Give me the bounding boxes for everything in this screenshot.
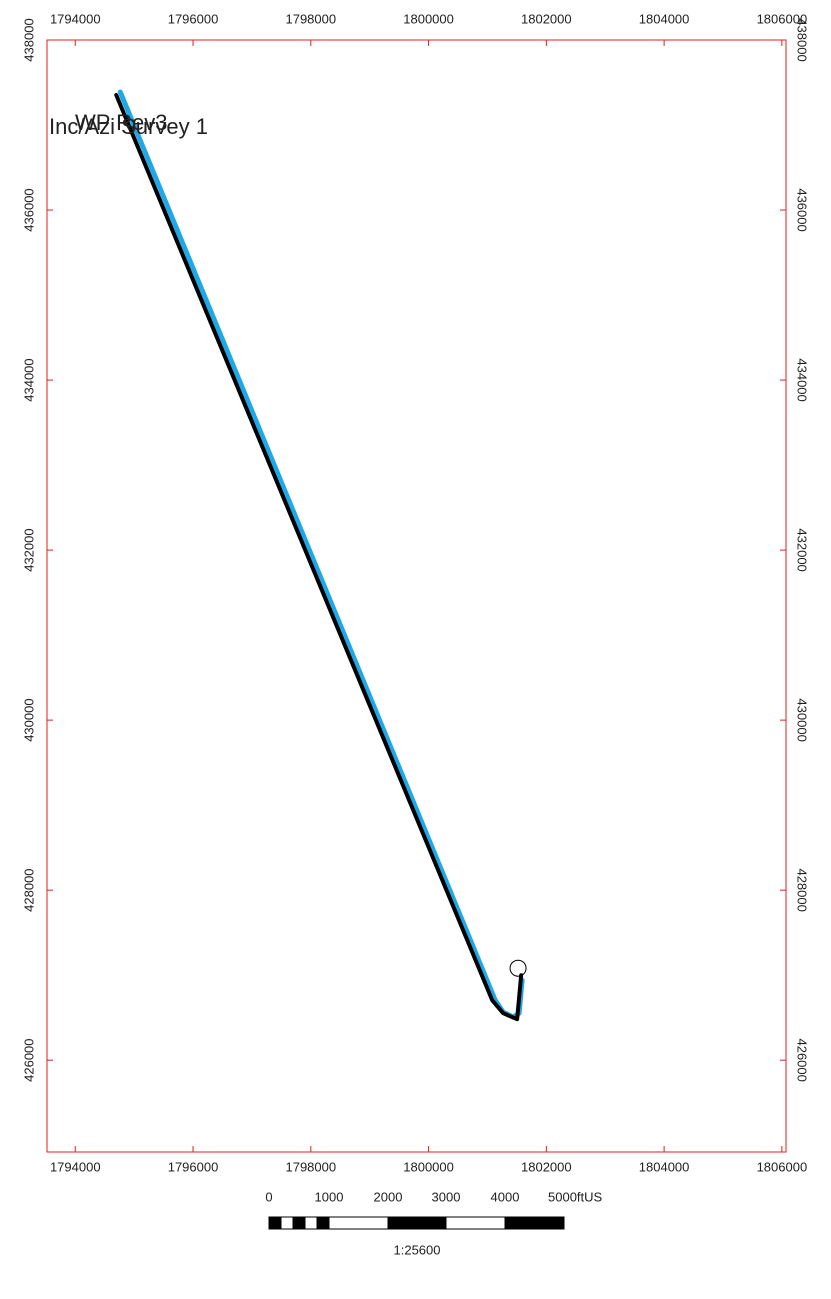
annotation: WP Rev3 xyxy=(75,110,168,135)
x-tick-label: 1804000 xyxy=(639,11,690,26)
y-tick-label: 428000 xyxy=(795,868,810,911)
scale-label: 0 xyxy=(265,1189,272,1204)
x-tick-label: 1802000 xyxy=(521,11,572,26)
scale-segment xyxy=(504,1216,565,1230)
x-tick-label: 1806000 xyxy=(757,1159,808,1174)
x-tick-label: 1800000 xyxy=(403,11,454,26)
x-tick-label: 1796000 xyxy=(168,1159,219,1174)
scale-segment xyxy=(292,1216,306,1230)
x-tick-label: 1806000 xyxy=(757,11,808,26)
y-tick-label: 432000 xyxy=(795,528,810,571)
x-tick-label: 1800000 xyxy=(403,1159,454,1174)
scale-segment xyxy=(445,1216,506,1230)
scale-label: 4000 xyxy=(491,1189,520,1204)
y-tick-label: 426000 xyxy=(795,1038,810,1081)
y-tick-label: 434000 xyxy=(21,358,36,401)
plot-frame xyxy=(46,39,787,1153)
y-tick-label: 438000 xyxy=(21,18,36,61)
scale-label: 2000 xyxy=(374,1189,403,1204)
y-tick-label: 434000 xyxy=(795,358,810,401)
scale-label: 3000 xyxy=(432,1189,461,1204)
scale-segment xyxy=(268,1216,282,1230)
y-tick-label: 428000 xyxy=(21,868,36,911)
target-marker xyxy=(509,959,527,977)
scale-segment xyxy=(387,1216,447,1230)
y-tick-label: 426000 xyxy=(21,1038,36,1081)
y-tick-label: 430000 xyxy=(21,698,36,741)
scale-segment xyxy=(316,1216,330,1230)
scale-segment xyxy=(304,1216,318,1230)
scale-segment xyxy=(280,1216,294,1230)
scale-bar xyxy=(268,1216,565,1230)
scale-label: 5000ftUS xyxy=(548,1189,603,1204)
y-tick-label: 430000 xyxy=(795,698,810,741)
y-tick-label: 436000 xyxy=(21,188,36,231)
y-tick-label: 432000 xyxy=(21,528,36,571)
well-path xyxy=(117,89,525,1020)
scale-label: 1000 xyxy=(315,1189,344,1204)
y-tick-label: 436000 xyxy=(795,188,810,231)
well-path xyxy=(114,93,524,1022)
x-tick-label: 1796000 xyxy=(168,11,219,26)
annotation: Inc/Azi Survey 1 xyxy=(49,114,208,139)
x-tick-label: 1794000 xyxy=(50,1159,101,1174)
x-tick-label: 1798000 xyxy=(285,11,336,26)
x-tick-label: 1804000 xyxy=(639,1159,690,1174)
x-tick-label: 1802000 xyxy=(521,1159,572,1174)
scale-segment xyxy=(328,1216,389,1230)
scale-ratio: 1:25600 xyxy=(394,1242,441,1257)
x-tick-label: 1794000 xyxy=(50,11,101,26)
y-tick-label: 438000 xyxy=(795,18,810,61)
x-tick-label: 1798000 xyxy=(285,1159,336,1174)
